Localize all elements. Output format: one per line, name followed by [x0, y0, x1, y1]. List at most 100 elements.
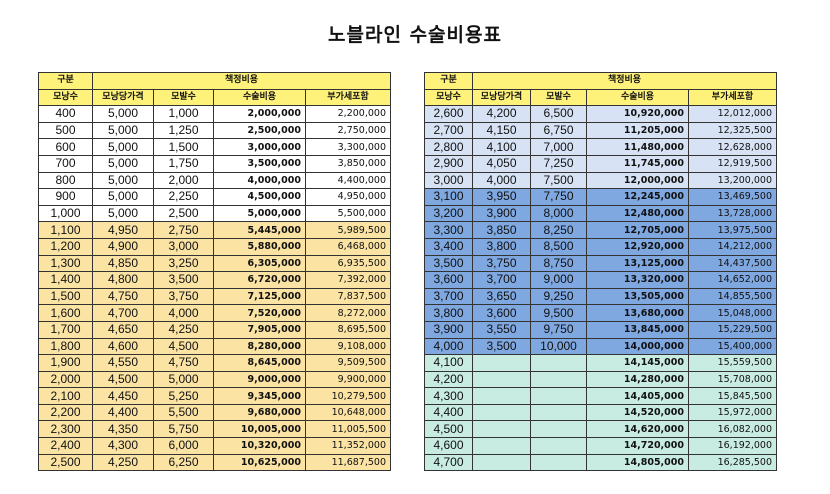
- cell-vat-included: 15,559,500: [688, 354, 777, 372]
- cell-hair-count: 5,250: [153, 387, 214, 405]
- cell-graft-unit-price: [472, 403, 531, 422]
- header-graft-unit-price: 모낭당가격: [472, 88, 531, 107]
- cell-surgery-cost: 2,500,000: [213, 121, 306, 140]
- cell-surgery-cost: 7,125,000: [213, 287, 306, 306]
- table-row: 2,500 4,250 6,250 10,625,000 11,687,500: [38, 453, 391, 472]
- cell-vat-included: 8,695,500: [305, 320, 391, 339]
- cell-surgery-cost: 2,000,000: [213, 105, 306, 123]
- cell-graft-unit-price: 3,850: [472, 221, 531, 239]
- cell-vat-included: 3,300,000: [305, 138, 391, 156]
- cell-hair-count: 7,750: [530, 188, 587, 206]
- cell-surgery-cost: 10,625,000: [213, 453, 306, 472]
- cell-surgery-cost: 10,920,000: [586, 105, 689, 123]
- cell-graft-count: 2,900: [424, 154, 473, 173]
- cell-vat-included: 15,845,500: [688, 387, 777, 405]
- cell-hair-count: 4,000: [153, 304, 214, 322]
- cell-hair-count: 4,250: [153, 320, 214, 339]
- table-row: 1,600 4,700 4,000 7,520,000 8,272,000: [38, 304, 391, 322]
- cell-surgery-cost: 8,645,000: [213, 354, 306, 372]
- table-row: 4,000 3,500 10,000 14,000,000 15,400,000: [424, 337, 777, 356]
- cell-graft-unit-price: [472, 354, 531, 372]
- cell-graft-count: 3,000: [424, 171, 473, 190]
- table-row: 3,700 3,650 9,250 13,505,000 14,855,500: [424, 287, 777, 306]
- cell-graft-count: 1,100: [38, 221, 93, 239]
- cell-graft-unit-price: 4,100: [472, 138, 531, 156]
- cell-graft-count: 4,200: [424, 370, 473, 389]
- cell-graft-unit-price: 3,950: [472, 188, 531, 206]
- header-surgery-cost: 수술비용: [213, 88, 306, 107]
- cell-surgery-cost: 4,500,000: [213, 188, 306, 206]
- table-row: 3,900 3,550 9,750 13,845,000 15,229,500: [424, 320, 777, 339]
- cell-graft-count: 2,300: [38, 420, 93, 439]
- cell-vat-included: 11,687,500: [305, 453, 391, 472]
- cell-graft-count: 400: [38, 105, 93, 123]
- cell-hair-count: [530, 387, 587, 405]
- cell-graft-unit-price: 5,000: [92, 188, 154, 206]
- cell-graft-count: 2,400: [38, 437, 93, 455]
- price-table-right-body: 2,600 4,200 6,500 10,920,000 12,012,000 2,700…: [424, 105, 777, 472]
- cell-hair-count: 9,750: [530, 320, 587, 339]
- table-row: 3,300 3,850 8,250 12,705,000 13,975,500: [424, 221, 777, 239]
- table-row: 3,600 3,700 9,000 13,320,000 14,652,000: [424, 271, 777, 289]
- cell-graft-unit-price: 4,700: [92, 304, 154, 322]
- cell-surgery-cost: 5,880,000: [213, 237, 306, 256]
- table-row: 600 5,000 1,500 3,000,000 3,300,000: [38, 138, 391, 156]
- cell-hair-count: 8,000: [530, 204, 587, 223]
- cell-vat-included: 14,437,500: [688, 254, 777, 273]
- cell-graft-unit-price: 5,000: [92, 121, 154, 140]
- cell-hair-count: 3,500: [153, 271, 214, 289]
- cell-hair-count: 9,250: [530, 287, 587, 306]
- cell-graft-count: 4,500: [424, 420, 473, 439]
- cell-vat-included: 10,648,000: [305, 403, 391, 422]
- cell-vat-included: 15,229,500: [688, 320, 777, 339]
- cell-graft-count: 900: [38, 188, 93, 206]
- cell-graft-unit-price: 4,650: [92, 320, 154, 339]
- table-row: 2,100 4,450 5,250 9,345,000 10,279,500: [38, 387, 391, 405]
- table-row: 1,000 5,000 2,500 5,000,000 5,500,000: [38, 204, 391, 223]
- header-surgery-cost: 수술비용: [586, 88, 689, 107]
- cell-surgery-cost: 11,745,000: [586, 154, 689, 173]
- cell-graft-count: 3,900: [424, 320, 473, 339]
- table-row: 400 5,000 1,000 2,000,000 2,200,000: [38, 105, 391, 123]
- cell-graft-count: 1,300: [38, 254, 93, 273]
- table-row: 1,800 4,600 4,500 8,280,000 9,108,000: [38, 337, 391, 356]
- cell-graft-unit-price: 3,550: [472, 320, 531, 339]
- table-row: 3,200 3,900 8,000 12,480,000 13,728,000: [424, 204, 777, 223]
- cell-surgery-cost: 9,680,000: [213, 403, 306, 422]
- cell-graft-count: 600: [38, 138, 93, 156]
- cell-graft-count: 4,300: [424, 387, 473, 405]
- cell-graft-unit-price: 4,900: [92, 237, 154, 256]
- header-graft-count: 모낭수: [424, 88, 473, 107]
- cell-graft-unit-price: 4,150: [472, 121, 531, 140]
- header-row-columns: 모낭수 모낭당가격 모발수 수술비용 부가세포함: [424, 88, 777, 107]
- table-row: 2,300 4,350 5,750 10,005,000 11,005,500: [38, 420, 391, 439]
- cell-hair-count: 8,250: [530, 221, 587, 239]
- cell-graft-count: 4,700: [424, 453, 473, 472]
- cell-graft-unit-price: 3,800: [472, 237, 531, 256]
- cell-surgery-cost: 5,000,000: [213, 204, 306, 223]
- cell-hair-count: [530, 403, 587, 422]
- cell-vat-included: 9,900,000: [305, 370, 391, 389]
- cell-hair-count: 2,250: [153, 188, 214, 206]
- cell-graft-unit-price: [472, 437, 531, 455]
- cell-graft-unit-price: 3,700: [472, 271, 531, 289]
- cell-surgery-cost: 10,320,000: [213, 437, 306, 455]
- cell-surgery-cost: 9,000,000: [213, 370, 306, 389]
- cell-vat-included: 5,500,000: [305, 204, 391, 223]
- table-row: 2,900 4,050 7,250 11,745,000 12,919,500: [424, 154, 777, 173]
- header-graft-unit-price: 모낭당가격: [92, 88, 154, 107]
- cell-surgery-cost: 12,480,000: [586, 204, 689, 223]
- cell-hair-count: 10,000: [530, 337, 587, 356]
- cell-graft-count: 3,200: [424, 204, 473, 223]
- cell-graft-count: 3,600: [424, 271, 473, 289]
- table-row: 2,200 4,400 5,500 9,680,000 10,648,000: [38, 403, 391, 422]
- cell-graft-unit-price: 5,000: [92, 138, 154, 156]
- cell-vat-included: 6,935,500: [305, 254, 391, 273]
- cell-vat-included: 2,750,000: [305, 121, 391, 140]
- cell-surgery-cost: 4,000,000: [213, 171, 306, 190]
- cell-hair-count: [530, 420, 587, 439]
- cell-graft-count: 1,700: [38, 320, 93, 339]
- cell-graft-count: 4,400: [424, 403, 473, 422]
- table-row: 2,700 4,150 6,750 11,205,000 12,325,500: [424, 121, 777, 140]
- cell-graft-unit-price: 4,050: [472, 154, 531, 173]
